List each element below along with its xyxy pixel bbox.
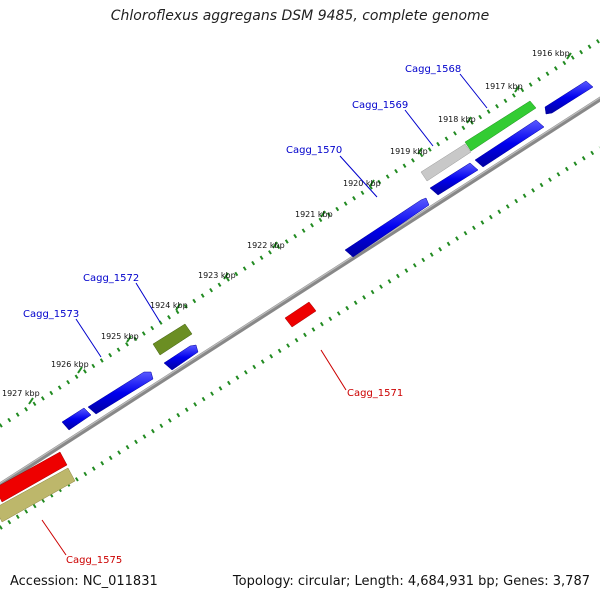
gene-label[interactable]: Cagg_1573 bbox=[23, 309, 79, 320]
tick-label: 1919 kbp bbox=[390, 147, 428, 156]
gene-label[interactable]: Cagg_1572 bbox=[83, 273, 139, 284]
gene-label[interactable]: Cagg_1571 bbox=[347, 388, 403, 399]
map-title: Chloroflexus aggregans DSM 9485, complet… bbox=[110, 8, 490, 24]
genome-backbone bbox=[0, 96, 600, 488]
tick-label: 1920 kbp bbox=[343, 179, 381, 188]
gene-arrow[interactable] bbox=[0, 451, 68, 503]
major-ticks bbox=[28, 52, 572, 405]
gene-arrow[interactable] bbox=[284, 301, 317, 328]
gene-label[interactable]: Cagg_1575 bbox=[66, 555, 122, 566]
gene-arrow[interactable] bbox=[87, 371, 154, 415]
genome-backbone-highlight bbox=[0, 96, 600, 485]
inner-tick-track bbox=[0, 146, 600, 530]
gene-arrow[interactable] bbox=[464, 100, 537, 152]
gene-arrow[interactable] bbox=[344, 197, 430, 258]
gene-label[interactable]: Cagg_1569 bbox=[352, 100, 408, 111]
gene-arrow[interactable] bbox=[0, 467, 76, 523]
gene-arrow[interactable] bbox=[152, 323, 193, 356]
tick-label: 1924 kbp bbox=[150, 301, 188, 310]
tick-label: 1927 kbp bbox=[2, 389, 40, 398]
gene-label[interactable]: Cagg_1568 bbox=[405, 64, 461, 75]
outer-tick-track bbox=[0, 38, 600, 428]
gene-arrow[interactable] bbox=[163, 344, 199, 371]
gene-arrow[interactable] bbox=[429, 162, 479, 196]
tick-label: 1917 kbp bbox=[485, 82, 523, 91]
gene-arrow[interactable] bbox=[544, 80, 594, 115]
leader-lines bbox=[41, 73, 488, 556]
gene-arrow[interactable] bbox=[420, 143, 472, 182]
tick-label: 1923 kbp bbox=[198, 271, 236, 280]
genome-summary-text: Topology: circular; Length: 4,684,931 bp… bbox=[232, 574, 590, 589]
tick-label: 1916 kbp bbox=[532, 49, 570, 58]
accession-text: Accession: NC_011831 bbox=[10, 574, 158, 589]
tick-label: 1921 kbp bbox=[295, 210, 333, 219]
gene-arrow[interactable] bbox=[61, 407, 92, 431]
tick-label: 1926 kbp bbox=[51, 360, 89, 369]
gene-label[interactable]: Cagg_1570 bbox=[286, 145, 342, 156]
tick-label: 1922 kbp bbox=[247, 241, 285, 250]
tick-label: 1925 kbp bbox=[101, 332, 139, 341]
gene-arrow[interactable] bbox=[474, 119, 545, 168]
tick-label: 1918 kbp bbox=[438, 115, 476, 124]
